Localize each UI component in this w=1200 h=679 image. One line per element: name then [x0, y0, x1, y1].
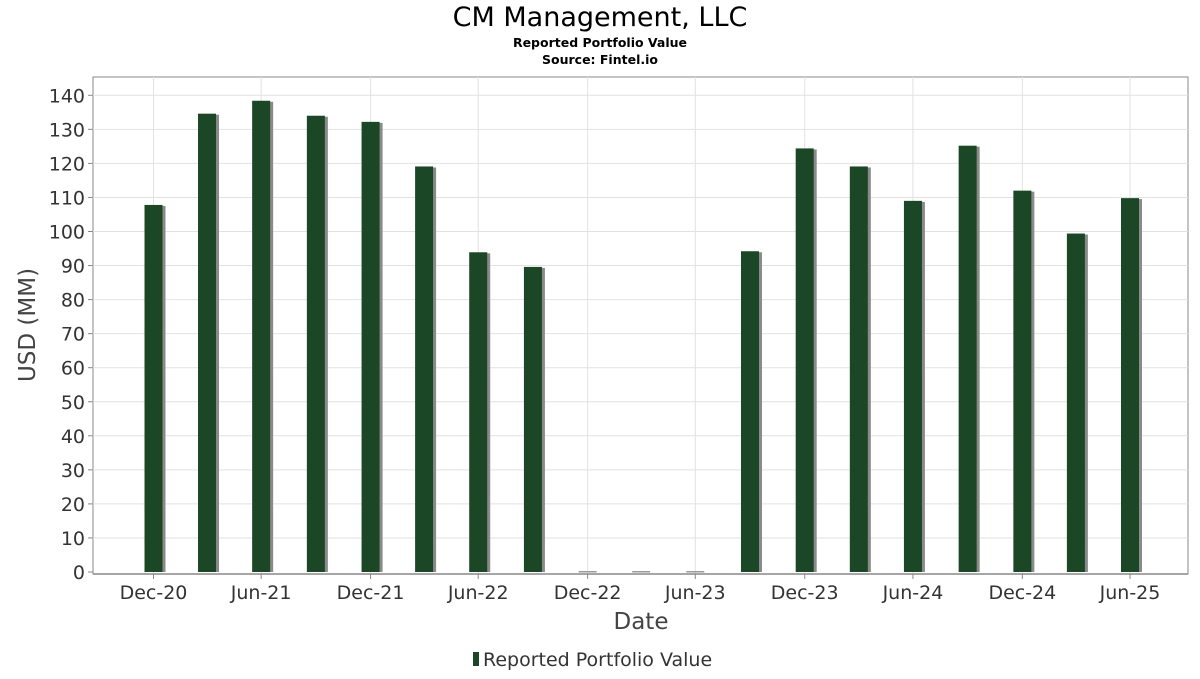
x-axis-label: Date — [614, 609, 669, 635]
x-tick-label: Dec-20 — [120, 582, 188, 604]
bar — [632, 571, 651, 573]
legend: Reported Portfolio Value — [473, 649, 712, 671]
bar — [1121, 198, 1142, 573]
y-tick-label: 120 — [49, 153, 85, 175]
y-tick-label: 50 — [61, 392, 85, 414]
bar — [903, 200, 925, 573]
y-tick-label: 140 — [49, 85, 85, 107]
bar — [306, 115, 328, 572]
y-tick-label: 90 — [61, 256, 85, 278]
grid-layer — [88, 76, 1189, 579]
y-tick-label: 80 — [61, 290, 85, 312]
y-tick-label: 60 — [61, 358, 85, 380]
bar-fill — [740, 251, 759, 572]
bar-fill — [578, 571, 597, 573]
chart-source: Source: Fintel.io — [542, 52, 658, 67]
x-tick-label: Jun-24 — [882, 582, 944, 604]
y-tick-label: 20 — [61, 494, 85, 516]
bar-fill — [1066, 233, 1085, 572]
x-tick-label: Jun-23 — [664, 582, 726, 604]
x-tick-label: Dec-23 — [771, 582, 839, 604]
bar — [198, 113, 220, 572]
legend-label: Reported Portfolio Value — [483, 649, 712, 671]
x-tick-label: Dec-24 — [988, 582, 1056, 604]
bar — [523, 266, 545, 572]
bar-fill — [252, 100, 271, 573]
bar — [740, 251, 762, 572]
bar — [795, 148, 817, 572]
y-tick-label: 0 — [73, 562, 85, 584]
legend-swatch — [473, 652, 479, 666]
bar — [415, 166, 437, 573]
bar-fill — [1121, 198, 1139, 573]
bar — [958, 145, 980, 572]
bar-fill — [144, 204, 163, 573]
bar-fill — [795, 148, 814, 572]
y-tick-label: 30 — [61, 460, 85, 482]
bar — [469, 252, 491, 572]
x-ticks: Dec-20 Jun-21 Dec-21 Jun-22 Dec-22 Jun-23 Dec-… — [120, 582, 1161, 604]
bar — [1013, 190, 1035, 572]
bar — [849, 166, 871, 573]
bar-fill — [1013, 190, 1032, 572]
y-tick-label: 70 — [61, 324, 85, 346]
bar-fill — [686, 571, 705, 573]
bar — [144, 204, 166, 573]
bar-fill — [415, 166, 434, 573]
bar-fill — [198, 113, 217, 572]
bar-fill — [306, 115, 325, 572]
y-tick-label: 130 — [49, 119, 85, 141]
y-axis-label: USD (MM) — [15, 268, 41, 382]
x-tick-label: Dec-22 — [554, 582, 622, 604]
x-tick-label: Dec-21 — [337, 582, 405, 604]
y-tick-label: 100 — [49, 222, 85, 244]
bar-fill — [469, 252, 488, 572]
x-tick-label: Jun-21 — [230, 582, 292, 604]
bar-fill — [849, 166, 868, 573]
chart-subtitle: Reported Portfolio Value — [513, 35, 687, 50]
plot-frame — [92, 76, 1189, 575]
y-tick-label: 110 — [49, 187, 85, 209]
x-tick-label: Jun-22 — [447, 582, 509, 604]
bar — [361, 121, 383, 572]
bars-layer — [144, 100, 1142, 573]
bar-fill — [958, 145, 977, 572]
y-tick-label: 10 — [61, 528, 85, 550]
bar-fill — [523, 266, 542, 572]
bar — [1066, 233, 1088, 572]
bar — [686, 571, 705, 573]
bar-fill — [903, 200, 922, 573]
y-tick-label: 40 — [61, 426, 85, 448]
bar — [578, 571, 597, 573]
chart-title: CM Management, LLC — [453, 2, 748, 33]
y-ticks: 0 10 20 30 40 50 60 70 80 90 100 110 120 130 140 — [49, 85, 85, 584]
bar-fill — [361, 121, 380, 572]
x-tick-label: Jun-25 — [1099, 582, 1161, 604]
bar-fill — [632, 571, 651, 573]
bar — [252, 100, 274, 573]
